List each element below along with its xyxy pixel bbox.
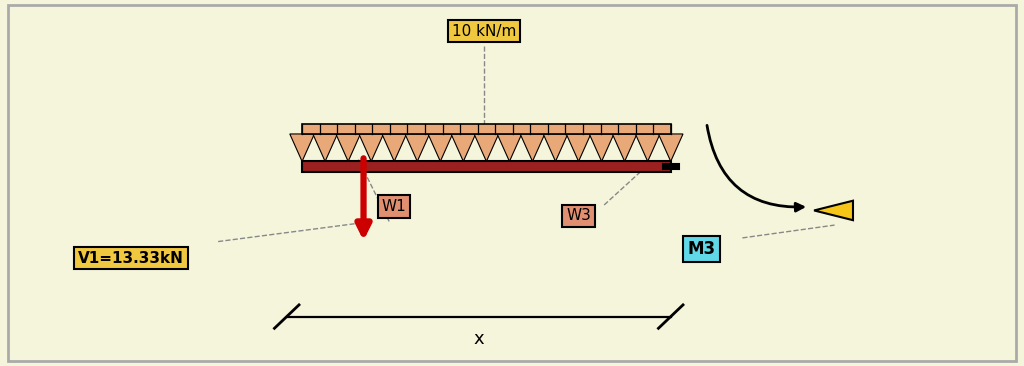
Text: W3: W3 xyxy=(566,209,591,223)
Polygon shape xyxy=(404,134,430,161)
Bar xyxy=(663,164,679,169)
Text: x: x xyxy=(473,329,484,348)
Text: V1=13.33kN: V1=13.33kN xyxy=(78,251,184,265)
Text: 10 kN/m: 10 kN/m xyxy=(453,24,516,38)
Polygon shape xyxy=(498,134,521,161)
Text: W1: W1 xyxy=(382,199,407,214)
Polygon shape xyxy=(428,134,453,161)
Polygon shape xyxy=(814,201,853,220)
Polygon shape xyxy=(451,134,475,161)
Bar xyxy=(302,161,671,172)
Bar xyxy=(302,124,671,134)
Polygon shape xyxy=(382,134,407,161)
Polygon shape xyxy=(566,134,591,161)
Polygon shape xyxy=(474,134,499,161)
Polygon shape xyxy=(658,134,683,161)
Polygon shape xyxy=(358,134,383,161)
Text: M3: M3 xyxy=(687,240,716,258)
Polygon shape xyxy=(520,134,545,161)
Polygon shape xyxy=(590,134,614,161)
Polygon shape xyxy=(612,134,637,161)
Polygon shape xyxy=(543,134,567,161)
Polygon shape xyxy=(336,134,360,161)
Polygon shape xyxy=(313,134,338,161)
Polygon shape xyxy=(635,134,660,161)
Polygon shape xyxy=(290,134,314,161)
